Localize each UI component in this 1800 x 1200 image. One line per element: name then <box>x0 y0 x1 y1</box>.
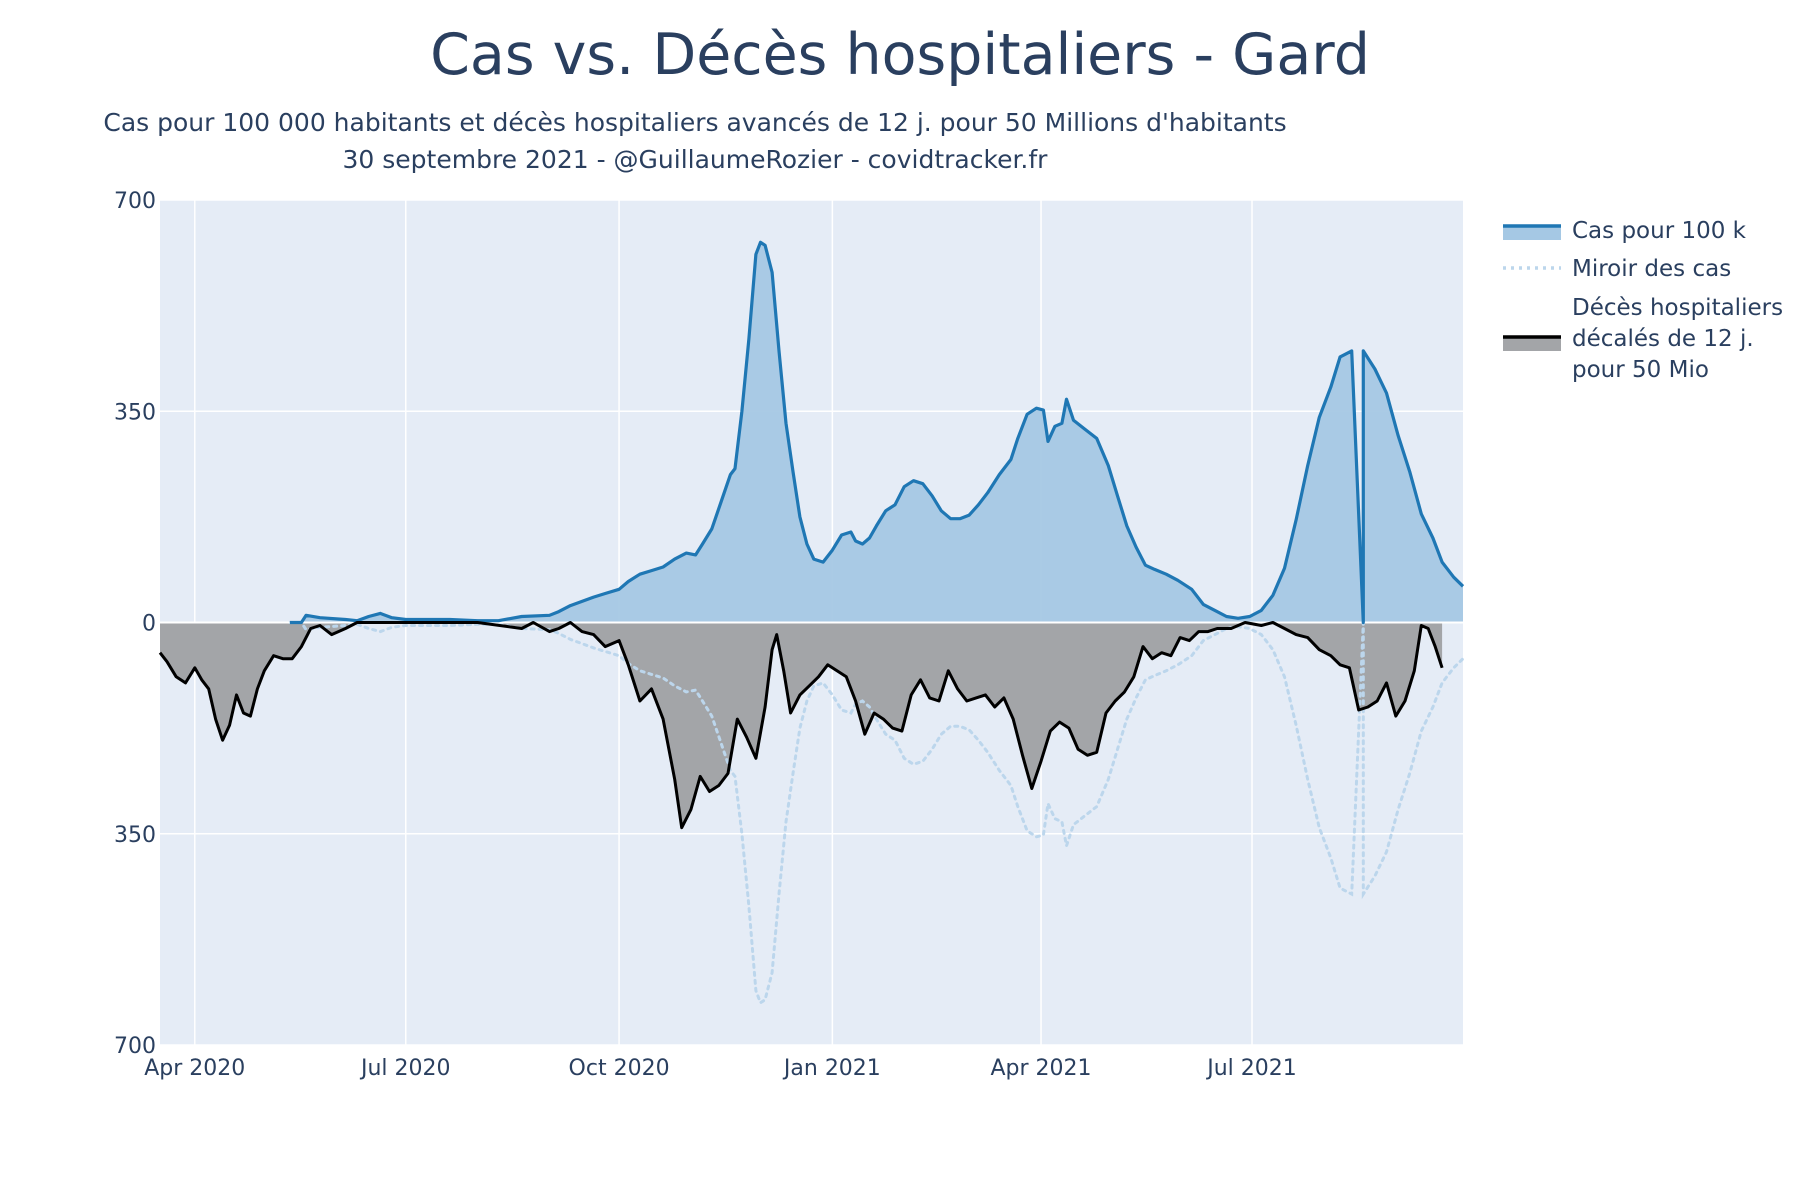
chart-marks <box>158 240 1465 1006</box>
y-tick-label: 0 <box>142 612 156 637</box>
y-tick-label: 700 <box>114 189 156 214</box>
y-tick-label: 350 <box>114 823 156 848</box>
x-tick-label: Jul 2021 <box>1205 1056 1297 1081</box>
legend[interactable]: Cas pour 100 k Miroir des cas Décès hospit… <box>1503 218 1783 383</box>
y-tick-label: 350 <box>114 400 156 425</box>
x-tick-label: Oct 2020 <box>569 1056 670 1081</box>
legend-label-deaths-line: pour 50 Mio <box>1572 357 1709 383</box>
x-tick-label: Jul 2020 <box>359 1056 451 1081</box>
mirror-line <box>288 621 1465 1006</box>
deaths-line <box>158 621 1444 830</box>
legend-swatch-deaths <box>1503 337 1561 351</box>
legend-label-deaths-line: Décès hospitaliers <box>1572 295 1783 321</box>
cases-line <box>289 240 1465 625</box>
legend-swatch-cases <box>1503 226 1561 240</box>
x-tick-label: Apr 2020 <box>144 1056 245 1081</box>
cases-area <box>289 242 1463 623</box>
y-tick-label: 700 <box>114 1034 156 1059</box>
chart-subtitle-line-1: Cas pour 100 000 habitants et décès hosp… <box>103 108 1287 137</box>
legend-label-cases: Cas pour 100 k <box>1572 218 1747 244</box>
chart-title: Cas vs. Décès hospitaliers - Gard <box>430 22 1370 88</box>
deaths-area <box>160 622 1443 828</box>
legend-label-deaths-line: décalés de 12 j. <box>1572 326 1754 352</box>
x-tick-label: Jan 2021 <box>782 1056 881 1081</box>
chart-subtitle-line-2: 30 septembre 2021 - @GuillaumeRozier - c… <box>342 145 1048 174</box>
x-tick-label: Apr 2021 <box>991 1056 1092 1081</box>
legend-label-mirror: Miroir des cas <box>1572 256 1731 282</box>
